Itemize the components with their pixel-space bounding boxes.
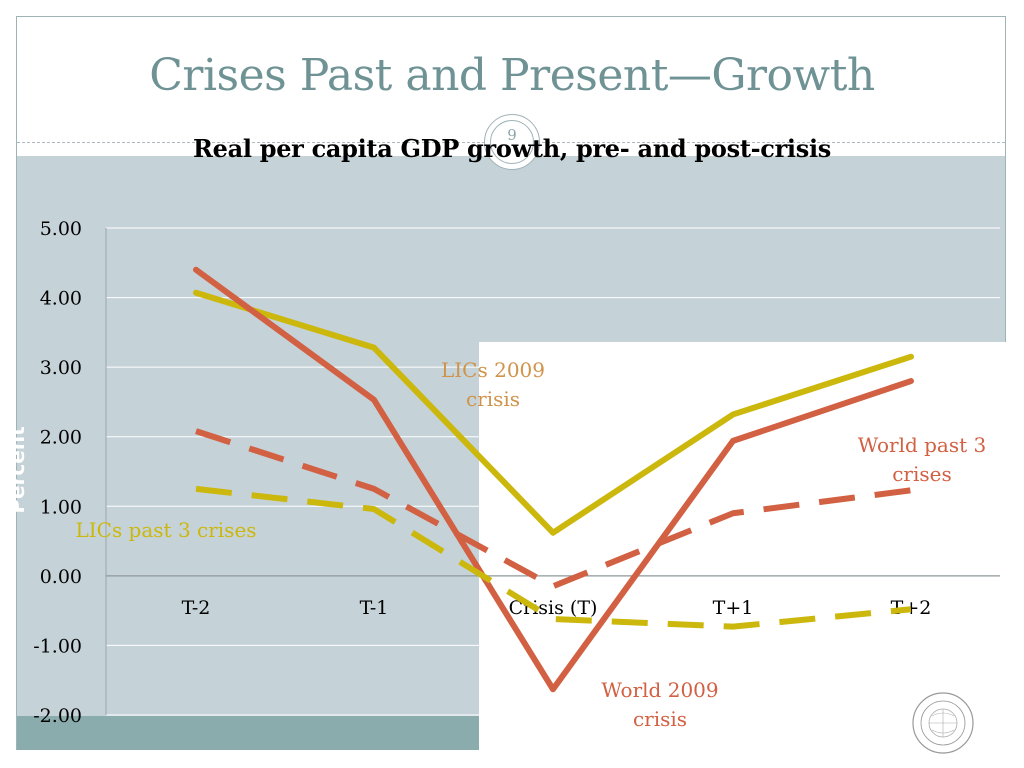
chart-title: Real per capita GDP growth, pre- and pos… [192, 134, 831, 163]
x-tick-label: T-2 [182, 597, 211, 619]
y-tick-label: 2.00 [40, 427, 82, 449]
y-tick-label: 0.00 [40, 566, 82, 588]
x-tick-label: T+1 [713, 597, 754, 619]
y-axis-title: Percent [5, 426, 29, 514]
x-tick-label: T+2 [891, 597, 932, 619]
series-line-1 [193, 266, 914, 693]
series-line-0 [193, 289, 914, 536]
imf-seal-logo [912, 692, 974, 754]
annotation-label: crisis [466, 387, 520, 411]
annotation-label: LICs 2009 [441, 358, 545, 382]
annotation-label: LICs past 3 crises [75, 518, 256, 542]
x-tick-label: T-1 [360, 597, 389, 619]
annotation-label: crisis [633, 707, 687, 731]
y-tick-label: 5.00 [40, 218, 82, 240]
series-line-3 [195, 485, 912, 630]
y-tick-label: 1.00 [40, 496, 82, 518]
annotation-label: crises [892, 462, 952, 486]
y-tick-label: 4.00 [40, 288, 82, 310]
page-number: 9 [507, 126, 517, 144]
annotation-label: World past 3 [858, 433, 986, 457]
y-tick-label: -2.00 [33, 705, 82, 727]
annotation-label: World 2009 [601, 678, 718, 702]
slide-title: Crises Past and Present—Growth [149, 50, 875, 101]
y-tick-label: -1.00 [33, 635, 82, 657]
y-tick-label: 3.00 [40, 357, 82, 379]
page-number-ring [490, 120, 534, 164]
series-line-2 [195, 428, 912, 590]
